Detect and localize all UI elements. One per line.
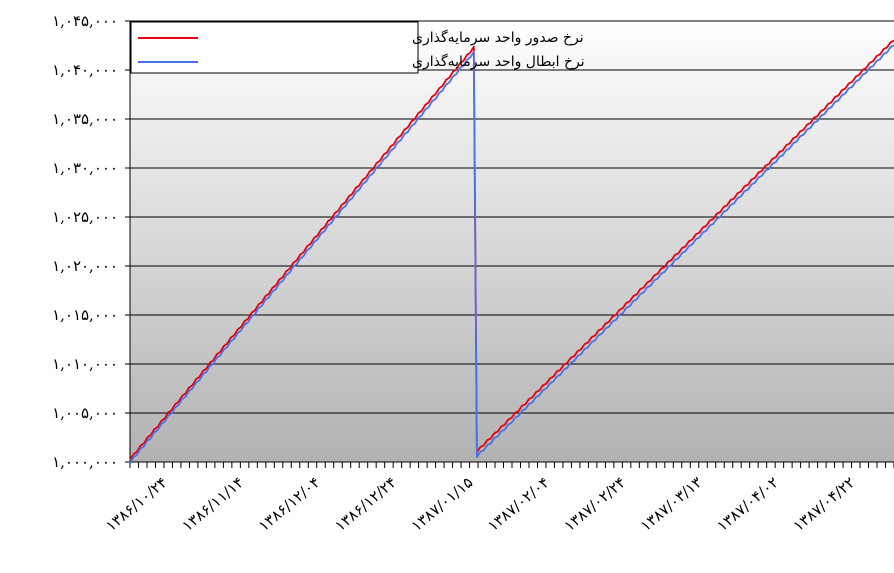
gridlines <box>130 20 894 463</box>
plot-area <box>130 21 894 462</box>
y-tick-label: ۱,۰۴۰,۰۰۰ <box>52 61 118 79</box>
y-tick-label: ۱,۰۳۰,۰۰۰ <box>52 159 118 177</box>
y-tick-label: ۱,۰۱۵,۰۰۰ <box>52 306 118 324</box>
x-tick-label: ۱۳۸۷/۰۱/۱۵ <box>408 473 477 535</box>
y-tick-label: ۱,۰۱۰,۰۰۰ <box>52 355 118 373</box>
legend-label: نرخ صدور واحد سرمایه‌گذاری <box>412 29 584 46</box>
series-lines <box>129 39 894 464</box>
x-tick-label: ۱۳۸۷/۰۲/۰۴ <box>484 473 553 535</box>
x-tick-label: ۱۳۸۶/۱۲/۲۴ <box>331 473 400 535</box>
x-tick-label: ۱۳۸۶/۱۱/۱۴ <box>178 473 247 535</box>
x-axis: ۱۳۸۶/۱۰/۲۴ ۱۳۸۶/۱۱/۱۴ ۱۳۸۶/۱۲/۰۴ ۱۳۸۶/۱۲/۲۴… <box>102 461 894 535</box>
x-tick-label: ۱۳۸۷/۰۲/۲۴ <box>560 473 629 535</box>
x-tick-label: ۱۳۸۶/۱۲/۰۴ <box>255 473 324 535</box>
legend-label: نرخ ابطال واحد سرمایه‌گذاری <box>412 53 585 70</box>
legend-box <box>130 21 419 74</box>
x-tick-label: ۱۳۸۷/۰۴/۲۲ <box>790 473 859 535</box>
y-tick-label: ۱,۰۲۰,۰۰۰ <box>52 257 118 275</box>
series-line <box>129 39 894 461</box>
legend: نرخ صدور واحد سرمایه‌گذاری نرخ ابطال واحد… <box>130 21 585 74</box>
series-line <box>129 44 894 464</box>
y-tick-label: ۱,۰۰۵,۰۰۰ <box>52 404 118 422</box>
y-tick-label: ۱,۰۴۵,۰۰۰ <box>52 12 118 30</box>
y-axis: ۱,۰۰۰,۰۰۰ ۱,۰۰۵,۰۰۰ ۱,۰۱۰,۰۰۰ ۱,۰۱۵,۰۰۰ ۱,۰۲… <box>52 12 131 471</box>
x-tick-label: ۱۳۸۷/۰۴/۰۲ <box>713 473 782 535</box>
y-tick-label: ۱,۰۰۰,۰۰۰ <box>52 453 118 471</box>
x-tick-label: ۱۳۸۶/۱۰/۲۴ <box>102 473 171 535</box>
x-tick-label: ۱۳۸۷/۰۳/۱۳ <box>637 473 706 535</box>
y-tick-label: ۱,۰۲۵,۰۰۰ <box>52 208 118 226</box>
y-tick-label: ۱,۰۳۵,۰۰۰ <box>52 110 118 128</box>
